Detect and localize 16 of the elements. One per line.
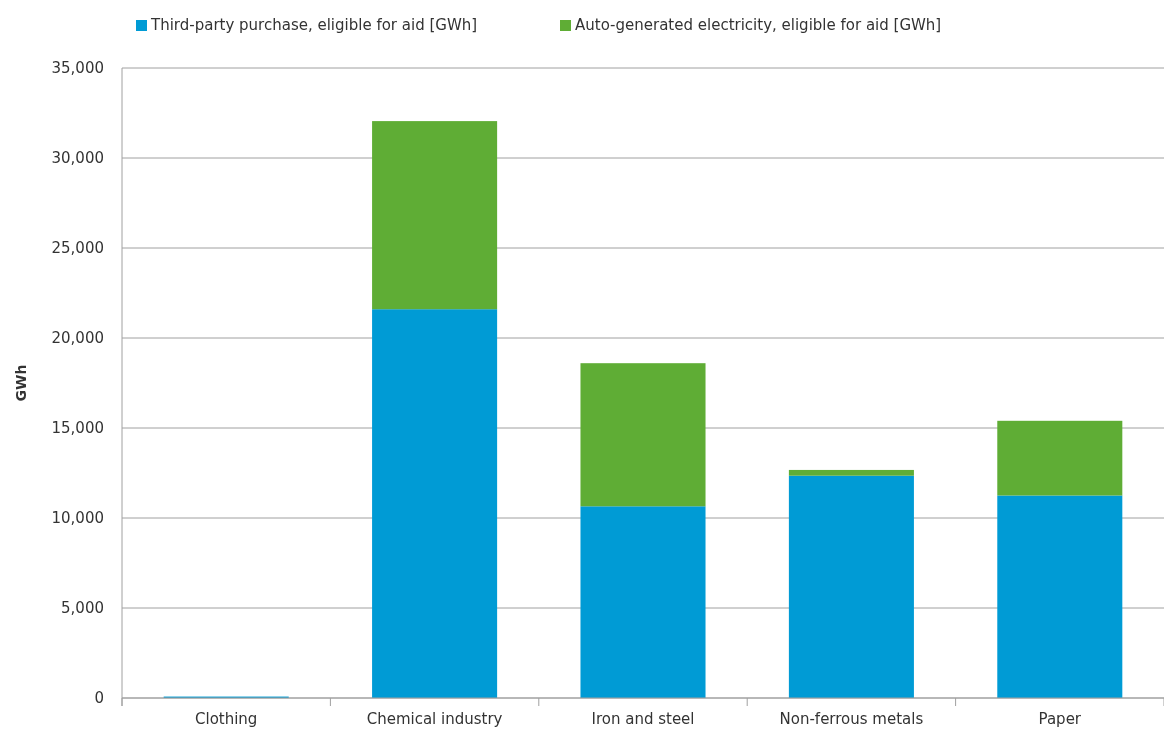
x-tick-label: Clothing <box>195 710 258 728</box>
x-tick-label: Paper <box>1038 710 1082 728</box>
y-tick-label: 10,000 <box>51 509 104 528</box>
legend-label: Third-party purchase, eligible for aid [GWh] <box>150 16 478 34</box>
y-tick-label: 35,000 <box>51 59 104 78</box>
x-tick-label: Iron and steel <box>591 710 695 728</box>
y-tick-label: 0 <box>94 689 104 708</box>
y-tick-label: 15,000 <box>51 419 104 438</box>
legend-label: Auto-generated electricity, eligible for aid [GWh] <box>575 16 942 34</box>
y-tick-label: 25,000 <box>51 239 104 258</box>
y-tick-label: 20,000 <box>51 329 104 348</box>
x-tick-label: Chemical industry <box>366 710 503 728</box>
y-tick-label: 5,000 <box>61 599 104 618</box>
y-axis-title: GWh <box>13 364 29 402</box>
y-tick-label: 30,000 <box>51 149 104 168</box>
x-tick-label: Non-ferrous metals <box>779 710 924 728</box>
